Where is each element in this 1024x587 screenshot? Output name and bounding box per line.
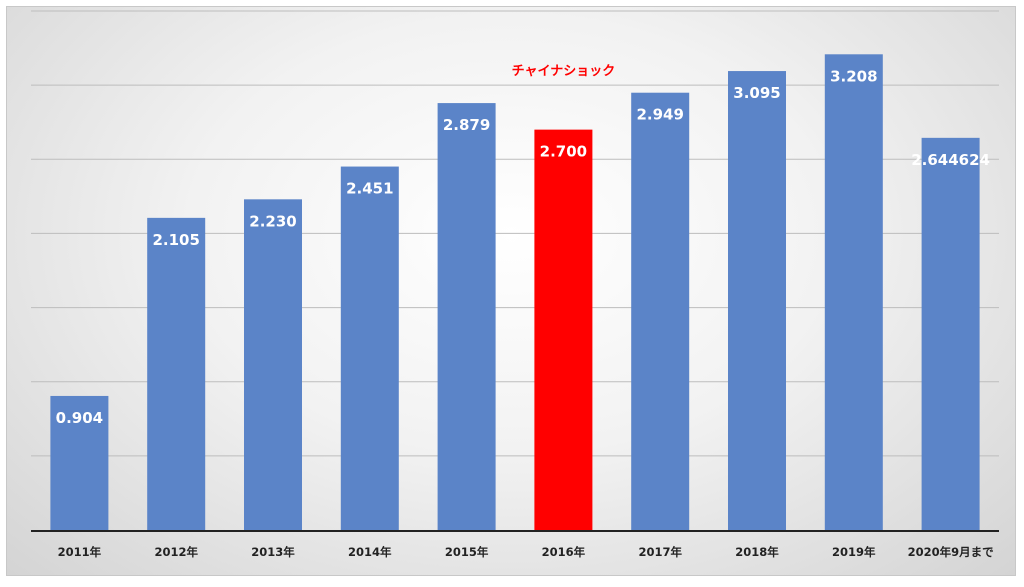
bar	[921, 137, 980, 531]
data-label: 2.451	[346, 180, 393, 198]
data-label: 3.095	[733, 84, 780, 102]
x-tick-label: 2019年	[832, 545, 876, 559]
data-label: 3.208	[830, 67, 877, 85]
data-label: 2.230	[249, 212, 296, 230]
bar	[824, 54, 883, 530]
x-tick-label: 2016年	[542, 545, 586, 559]
data-labels: 0.904 2.105 2.230 2.451 2.879 2.700 2.949 3.095…	[56, 67, 990, 427]
data-label: 2.879	[443, 116, 490, 134]
data-label: 2.949	[636, 106, 683, 124]
chart-frame: 0.904 2.105 2.230 2.451 2.879 2.700 2.949 3.095…	[6, 6, 1016, 576]
x-tick-label: 2017年	[638, 545, 682, 559]
data-label: 0.904	[56, 409, 103, 427]
bar	[244, 199, 302, 530]
bar	[50, 395, 109, 530]
data-label: 2.105	[152, 231, 199, 249]
bar	[728, 71, 786, 530]
x-tick-label: 2014年	[348, 545, 392, 559]
bar	[340, 166, 399, 531]
x-tick-label: 2012年	[154, 545, 198, 559]
x-tick-label: 2018年	[735, 545, 779, 559]
bars	[50, 54, 980, 531]
bar	[437, 103, 496, 531]
x-tick-label: 2020年9月まで	[908, 545, 994, 559]
x-tick-labels: 2011年 2012年 2013年 2014年 2015年 2016年 2017年 2018年…	[58, 545, 994, 559]
data-label: 2.700	[540, 143, 587, 161]
x-tick-label: 2011年	[58, 545, 102, 559]
bar	[631, 92, 690, 530]
bar	[534, 129, 593, 530]
data-label: 2.644624	[911, 151, 990, 169]
annotation-label: チャイナショック	[512, 64, 616, 79]
x-tick-label: 2015年	[445, 545, 489, 559]
bar	[147, 217, 206, 530]
bar-chart: 0.904 2.105 2.230 2.451 2.879 2.700 2.949 3.095…	[31, 10, 999, 559]
x-tick-label: 2013年	[251, 545, 295, 559]
